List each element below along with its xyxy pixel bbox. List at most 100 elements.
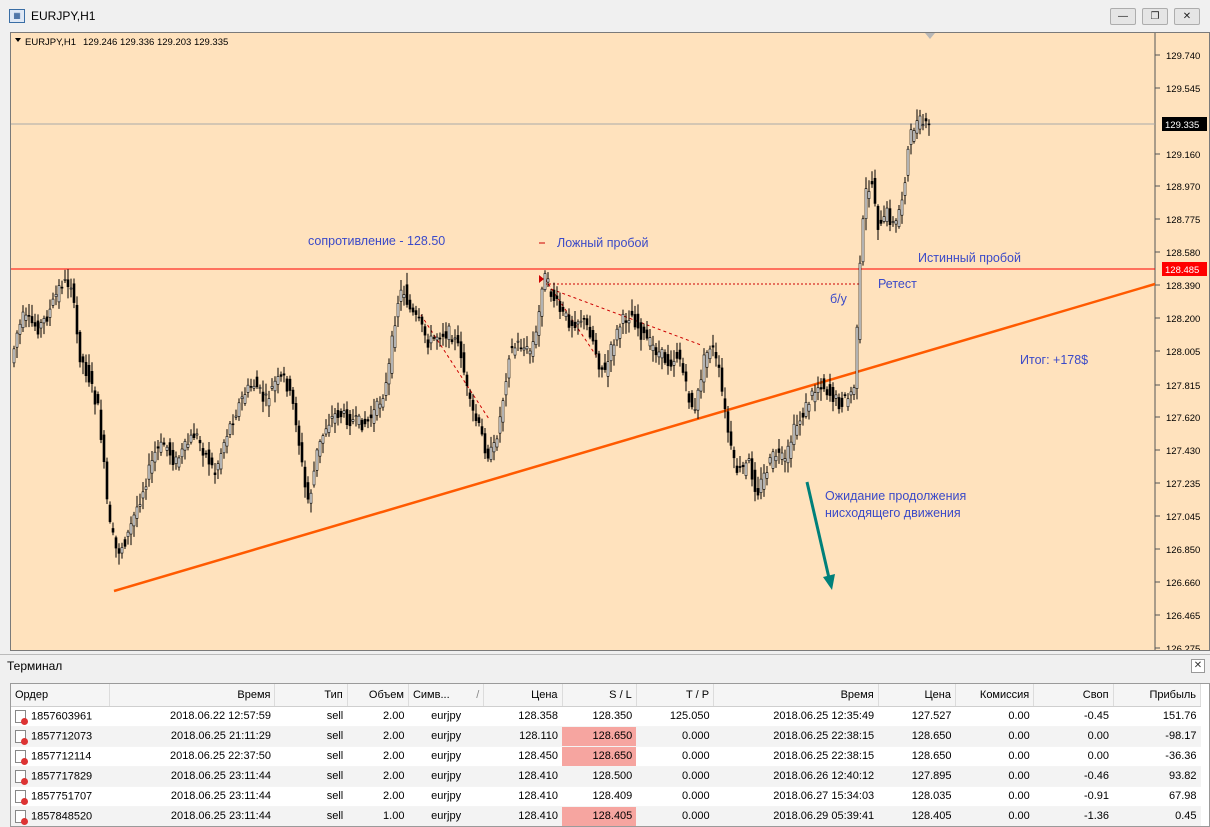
column-header-open-price[interactable]: Цена <box>483 684 563 707</box>
candle-body <box>297 425 301 446</box>
candle-body <box>381 398 385 408</box>
candle-body <box>744 462 748 476</box>
candle-body <box>117 548 121 554</box>
candle-body <box>423 326 427 336</box>
table-row[interactable]: 1857717829 2018.06.25 23:11:44 sell 2.00 eur… <box>11 766 1201 787</box>
cell-sl: 128.405 <box>562 806 637 826</box>
cell-close-time: 2018.06.25 12:35:49 <box>713 706 879 727</box>
cell-type: sell <box>274 766 348 787</box>
cell-order: 1857751707 <box>11 786 110 807</box>
column-header-close-time[interactable]: Время <box>713 684 879 707</box>
sell-order-icon <box>15 769 28 785</box>
candle-body <box>237 402 241 417</box>
column-header-open-time[interactable]: Время <box>109 684 276 707</box>
candle-body <box>819 387 823 390</box>
candle-body <box>765 472 769 479</box>
candle-body <box>393 325 397 348</box>
candle-body <box>531 341 535 357</box>
cell-type: sell <box>274 786 348 807</box>
candle-body <box>87 364 91 383</box>
cell-swap: 0.00 <box>1033 726 1114 747</box>
column-header-tp[interactable]: T / P <box>636 684 715 707</box>
table-row[interactable]: 1857712073 2018.06.25 21:11:29 sell 2.00 eur… <box>11 726 1201 747</box>
candle-body <box>681 363 685 373</box>
candle-body <box>240 396 244 400</box>
chart-menu-triangle-icon[interactable] <box>15 38 21 42</box>
candle-body <box>141 491 145 499</box>
column-header-volume[interactable]: Объем <box>347 684 409 707</box>
price-chart[interactable]: EURJPY,H1 129.246 129.336 129.203 129.33… <box>10 32 1210 651</box>
trade-path-1 <box>420 314 490 420</box>
table-row[interactable]: 1857751707 2018.06.25 23:11:44 sell 2.00 eur… <box>11 786 1201 807</box>
candle-body <box>288 378 292 391</box>
cell-order: 1857712073 <box>11 726 110 747</box>
candle-body <box>132 514 136 527</box>
minimize-button[interactable]: — <box>1110 8 1136 25</box>
column-header-type[interactable]: Тип <box>274 684 348 707</box>
candle-body <box>477 417 481 424</box>
candle-body <box>516 340 520 343</box>
column-header-profit[interactable]: Прибыль <box>1113 684 1202 707</box>
candle-body <box>174 456 178 464</box>
minimize-icon: — <box>1118 11 1128 22</box>
candle-body <box>123 539 127 547</box>
candle-body <box>456 335 460 344</box>
chart-shift-marker[interactable] <box>925 33 935 39</box>
column-header-swap[interactable]: Своп <box>1033 684 1114 707</box>
cell-close-price: 127.895 <box>878 766 956 787</box>
candle-body <box>771 451 775 469</box>
candle-body <box>57 285 61 303</box>
cell-swap: -0.45 <box>1033 706 1114 727</box>
price-axis-label: 127.235 <box>1166 479 1200 490</box>
price-axis-label: 126.465 <box>1166 611 1200 622</box>
chart-symbol-label: EURJPY,H1 <box>25 37 76 48</box>
candle-body <box>318 441 322 457</box>
breakeven-annotation: б/у <box>830 292 848 306</box>
cell-profit: 151.76 <box>1113 706 1201 727</box>
table-row[interactable]: 1857603961 2018.06.22 12:57:59 sell 2.00 eur… <box>11 706 1201 727</box>
table-row[interactable]: 1857712114 2018.06.25 22:37:50 sell 2.00 eur… <box>11 746 1201 767</box>
chart-canvas[interactable]: EURJPY,H1 129.246 129.336 129.203 129.33… <box>11 33 1209 650</box>
window-titlebar[interactable]: ▦ EURJPY,H1 — ❐ ✕ <box>0 0 1210 32</box>
close-icon: ✕ <box>1182 11 1192 22</box>
candle-body <box>189 434 193 443</box>
current-price-label: 129.335 <box>1165 120 1199 131</box>
column-header-order[interactable]: Ордер <box>11 684 110 707</box>
column-header-commission[interactable]: Комиссия <box>955 684 1035 707</box>
candle-body <box>615 328 619 341</box>
candle-body <box>924 118 928 122</box>
cell-symbol: eurjpy <box>408 786 484 807</box>
cell-sl: 128.650 <box>562 746 637 767</box>
candle-body <box>672 361 676 366</box>
orders-table-container[interactable]: Ордер Время Тип Объем Симв... / Цена S / … <box>10 683 1210 827</box>
column-header-sl[interactable]: S / L <box>562 684 637 707</box>
candle-body <box>54 293 58 297</box>
column-header-symbol[interactable]: Симв... / <box>408 684 485 707</box>
table-row[interactable]: 1857848520 2018.06.25 23:11:44 sell 1.00 eur… <box>11 806 1201 826</box>
candle-body <box>129 523 133 535</box>
sell-order-icon <box>15 709 28 725</box>
candle-body <box>387 363 391 385</box>
candle-body <box>69 287 73 290</box>
cell-close-price: 128.650 <box>878 746 956 767</box>
candle-body <box>453 337 457 340</box>
candle-body <box>390 335 394 374</box>
cell-commission: 0.00 <box>955 766 1034 787</box>
cell-close-time: 2018.06.27 15:34:03 <box>713 786 879 807</box>
cell-tp: 0.000 <box>636 766 714 787</box>
support-trendline[interactable] <box>113 282 1156 593</box>
restore-button[interactable]: ❐ <box>1142 8 1168 25</box>
candle-body <box>459 341 463 359</box>
cell-tp: 0.000 <box>636 806 714 826</box>
close-button[interactable]: ✕ <box>1174 8 1200 25</box>
candle-body <box>774 455 778 462</box>
candle-body <box>726 411 730 433</box>
terminal-close-button[interactable]: ✕ <box>1191 659 1205 673</box>
resistance-annotation: сопротивление - 128.50 <box>308 234 445 248</box>
candle-body <box>48 308 52 318</box>
candle-body <box>408 299 412 310</box>
candle-body <box>768 457 772 464</box>
candle-body <box>786 445 790 464</box>
candle-body <box>567 314 571 328</box>
column-header-close-price[interactable]: Цена <box>878 684 956 707</box>
